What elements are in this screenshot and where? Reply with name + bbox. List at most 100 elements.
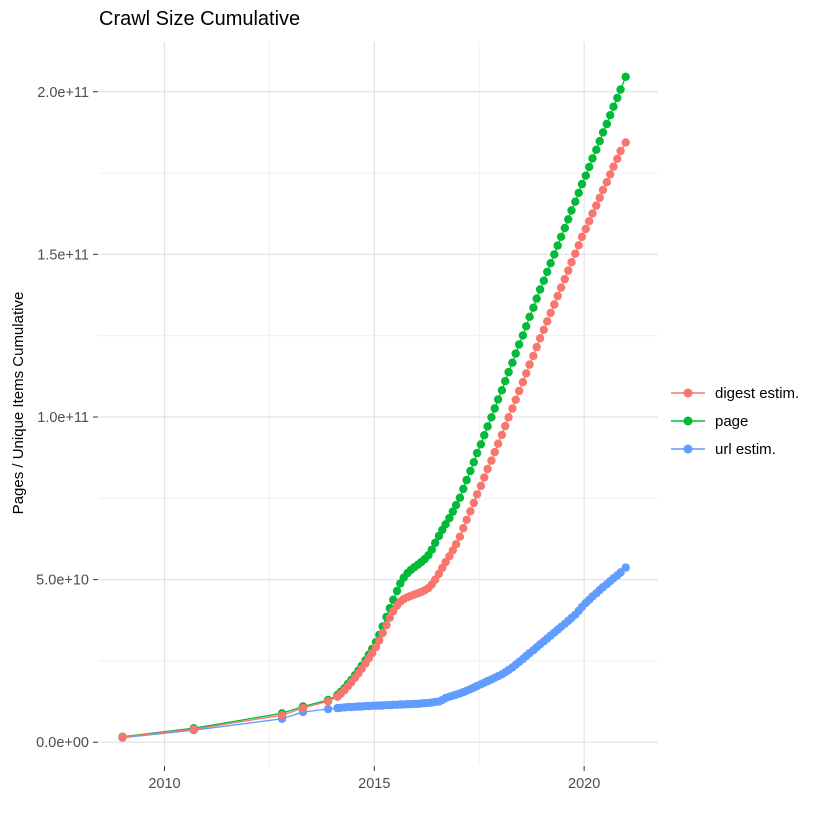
legend-key-url-icon: [671, 444, 705, 454]
data-point: [514, 340, 524, 349]
data-point: [504, 413, 513, 422]
legend-item-digest-estim: digest estim.: [671, 379, 799, 407]
data-point: [616, 85, 625, 94]
data-point: [487, 413, 496, 422]
data-point: [602, 178, 611, 187]
panel-background: [99, 42, 658, 765]
data-point: [598, 128, 608, 137]
y-tick-label: 0.0e+00: [36, 735, 89, 751]
data-point: [577, 232, 587, 241]
y-tick-label: 1.5e+11: [37, 247, 89, 263]
data-point: [585, 217, 594, 226]
data-point: [514, 386, 524, 396]
data-point: [493, 439, 503, 448]
data-point: [490, 404, 499, 413]
data-point: [490, 447, 499, 457]
data-point: [564, 215, 573, 224]
data-point: [118, 732, 127, 742]
data-point: [609, 162, 618, 171]
y-tick-label: 5.0e+10: [36, 573, 89, 589]
data-point: [621, 72, 630, 82]
data-point: [616, 146, 625, 156]
data-point: [588, 154, 597, 163]
data-point: [532, 294, 541, 303]
data-point: [497, 430, 507, 440]
legend-label: url estim.: [715, 440, 776, 458]
data-point: [595, 137, 604, 146]
data-point: [378, 628, 387, 638]
data-point: [511, 395, 520, 404]
data-point: [588, 209, 597, 218]
data-point: [382, 620, 391, 630]
data-point: [585, 162, 594, 172]
data-point: [476, 440, 486, 449]
data-point: [550, 250, 559, 259]
data-point: [564, 266, 573, 275]
data-point: [556, 283, 566, 292]
data-point: [592, 201, 601, 210]
data-point: [535, 285, 545, 294]
legend-item-page: page: [671, 407, 799, 435]
data-point: [577, 179, 587, 189]
data-point: [556, 232, 566, 241]
data-point: [431, 538, 440, 548]
data-point: [480, 473, 489, 482]
data-point: [613, 154, 622, 163]
legend-key-point: [683, 416, 693, 426]
x-tick-label: 2015: [358, 776, 390, 792]
data-point: [459, 484, 468, 494]
data-point: [459, 524, 468, 533]
data-point: [546, 308, 555, 318]
data-point: [598, 185, 608, 195]
data-point: [532, 342, 541, 352]
data-point: [560, 223, 569, 233]
data-point: [441, 520, 450, 529]
data-point: [392, 586, 402, 596]
data-point: [508, 358, 517, 367]
data-point: [472, 448, 482, 458]
legend-label: page: [715, 412, 749, 430]
data-point: [476, 481, 486, 491]
data-point: [553, 291, 562, 301]
data-point: [581, 224, 590, 234]
data-point: [462, 515, 471, 524]
data-point: [621, 138, 630, 147]
data-point: [487, 456, 496, 465]
y-tick-label: 2.0e+11: [37, 85, 89, 101]
data-point: [323, 704, 333, 714]
data-point: [469, 498, 478, 508]
data-point: [592, 145, 601, 154]
data-point: [581, 171, 590, 180]
data-point: [501, 377, 510, 386]
data-point: [466, 507, 475, 516]
data-point: [550, 300, 559, 309]
data-point: [385, 613, 394, 622]
data-point: [504, 367, 513, 377]
data-point: [455, 532, 465, 541]
data-point: [518, 378, 528, 387]
x-tick-label: 2020: [568, 776, 600, 792]
data-point: [462, 475, 471, 485]
data-point: [606, 111, 615, 120]
data-point: [529, 351, 538, 361]
data-point: [323, 697, 333, 706]
data-point: [480, 431, 489, 440]
data-point: [553, 241, 562, 250]
data-point: [522, 369, 531, 378]
data-point: [567, 206, 576, 215]
data-point: [571, 249, 580, 258]
data-point: [493, 395, 503, 404]
data-point: [483, 422, 492, 431]
legend-key-point: [683, 444, 693, 454]
data-point: [595, 193, 604, 202]
data-point: [560, 274, 569, 284]
data-point: [434, 531, 444, 541]
data-point: [508, 404, 517, 413]
data-point: [466, 466, 475, 476]
data-point: [501, 421, 510, 431]
data-point: [451, 500, 461, 510]
data-point: [535, 334, 545, 343]
data-point: [448, 507, 457, 516]
data-point: [525, 312, 534, 321]
